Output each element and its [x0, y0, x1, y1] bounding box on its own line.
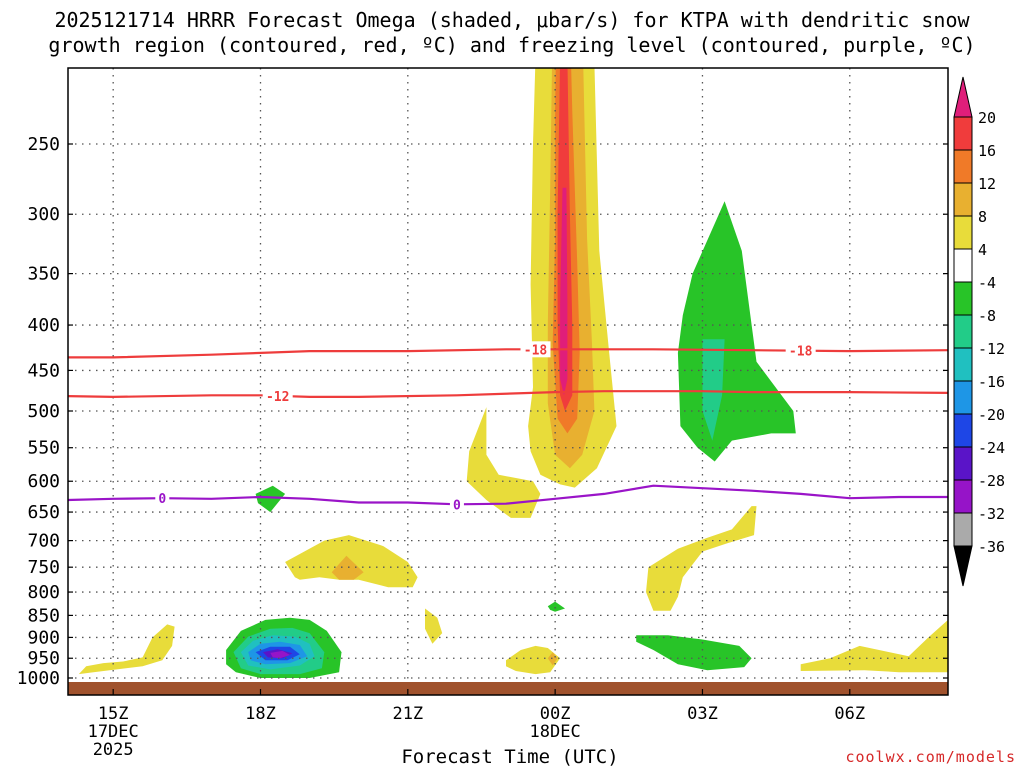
colorbar-top-arrow — [953, 76, 973, 118]
omega-region-9 — [702, 339, 725, 441]
dendritic-contour-minus12-line — [68, 390, 948, 399]
colorbar-label-13: -36 — [978, 538, 1005, 556]
colorbar-label-5: -4 — [978, 274, 996, 292]
omega-region-11 — [331, 555, 364, 580]
y-tick-label-250: 250 — [27, 134, 60, 155]
colorbar-label-1: 16 — [978, 142, 996, 160]
colorbar-box-5 — [953, 281, 973, 316]
x-tick-date-00Z: 18DEC — [530, 722, 581, 742]
omega-region-12 — [425, 608, 443, 644]
omega-region-14 — [646, 506, 757, 611]
y-tick-label-1000: 1000 — [17, 668, 60, 689]
y-tick-label-800: 800 — [27, 582, 60, 603]
colorbar-label-10: -24 — [978, 439, 1005, 457]
dendritic-contour-minus12: -12 — [68, 387, 948, 405]
y-axis: 2503003504004505005506006507007508008509… — [17, 134, 948, 689]
x-tick-label-18Z: 18Z — [245, 704, 276, 724]
y-tick-label-400: 400 — [27, 315, 60, 336]
x-tick-year-15Z: 2025 — [93, 740, 134, 760]
omega-region-18 — [506, 645, 561, 675]
colorbar-box-1 — [953, 149, 973, 184]
y-tick-label-700: 700 — [27, 531, 60, 552]
colorbar-label-0: 20 — [978, 109, 996, 127]
omega-region-15 — [636, 635, 752, 671]
chart-title-line1: 2025121714 HRRR Forecast Omega (shaded, … — [54, 8, 970, 32]
y-tick-label-850: 850 — [27, 605, 60, 626]
colorbar-bottom-arrow — [953, 545, 973, 587]
y-tick-label-550: 550 — [27, 438, 60, 459]
chart-title: 2025121714 HRRR Forecast Omega (shaded, … — [0, 8, 1024, 58]
colorbar-box-0 — [953, 116, 973, 151]
y-tick-label-650: 650 — [27, 502, 60, 523]
plot-frame — [67, 67, 949, 696]
x-tick-label-03Z: 03Z — [687, 704, 718, 724]
omega-shading — [78, 68, 948, 678]
colorbar-label-6: -8 — [978, 307, 996, 325]
omega-region-8 — [255, 485, 286, 513]
y-tick-label-950: 950 — [27, 648, 60, 669]
omega-region-1 — [466, 407, 541, 518]
x-tick-label-00Z: 00Z — [540, 704, 571, 724]
colorbar-box-4 — [953, 248, 973, 283]
ground-strip — [68, 682, 948, 695]
credit-text: coolwx.com/models — [845, 748, 1016, 766]
omega-region-5 — [560, 187, 568, 396]
dendritic-contour-minus18-label-bg-1 — [785, 342, 816, 359]
colorbar-label-2: 12 — [978, 175, 996, 193]
x-axis-label: Forecast Time (UTC) — [401, 746, 619, 768]
colorbar-box-11 — [953, 479, 973, 514]
y-tick-label-750: 750 — [27, 557, 60, 578]
colorbar-label-8: -16 — [978, 373, 1005, 391]
colorbar-box-6 — [953, 314, 973, 349]
chart-title-line2: growth region (contoured, red, ºC) and f… — [48, 33, 976, 57]
freezing-level-contour-label-bg-0 — [155, 490, 170, 507]
x-tick-label-06Z: 06Z — [834, 704, 865, 724]
y-tick-label-300: 300 — [27, 204, 60, 225]
colorbar-label-11: -28 — [978, 472, 1005, 490]
colorbar-box-10 — [953, 446, 973, 481]
omega-region-26 — [270, 650, 290, 659]
y-tick-label-350: 350 — [27, 264, 60, 285]
freezing-level-contour-label-bg-1 — [449, 496, 464, 513]
colorbar-label-9: -20 — [978, 406, 1005, 424]
colorbar-label-7: -12 — [978, 340, 1005, 358]
y-tick-label-900: 900 — [27, 627, 60, 648]
colorbar-box-7 — [953, 347, 973, 382]
dendritic-contour-minus18: -18 -18 — [68, 341, 948, 360]
colorbar-box-8 — [953, 380, 973, 415]
x-tick-date-15Z: 17DEC — [88, 722, 139, 742]
omega-region-16 — [800, 619, 948, 673]
dendritic-contour-minus18-line — [68, 348, 948, 359]
x-tick-label-21Z: 21Z — [392, 704, 423, 724]
plot-background — [68, 68, 948, 695]
colorbar-box-9 — [953, 413, 973, 448]
dendritic-contour-minus18-label-1: -18 — [789, 345, 813, 360]
omega-region-17 — [78, 624, 175, 675]
omega-region-13 — [547, 601, 565, 612]
dendritic-contour-minus12-label-0: -12 — [266, 390, 289, 405]
colorbar-label-3: 8 — [978, 208, 987, 226]
y-tick-label-600: 600 — [27, 471, 60, 492]
colorbar-box-2 — [953, 182, 973, 217]
dendritic-contour-minus12-label-bg-0 — [262, 387, 293, 404]
y-tick-label-450: 450 — [27, 360, 60, 381]
colorbar-label-4: 4 — [978, 241, 987, 259]
omega-region-19 — [547, 652, 558, 666]
colorbar: 20 16 12 8 4 -4 -8 -12 -16 -20 -24 -28 -32 -36 — [953, 76, 1005, 587]
dendritic-contour-minus18-label-bg-0 — [520, 341, 551, 358]
colorbar-label-12: -32 — [978, 505, 1005, 523]
freezing-level-contour-label-0: 0 — [158, 492, 166, 507]
dendritic-contour-minus18-label-0: -18 — [524, 343, 548, 358]
x-tick-label-15Z: 15Z — [98, 704, 129, 724]
freezing-level-contour-label-1: 0 — [453, 498, 461, 513]
colorbar-box-12 — [953, 512, 973, 547]
colorbar-box-3 — [953, 215, 973, 250]
freezing-level-contour-line — [68, 484, 948, 506]
y-tick-label-500: 500 — [27, 401, 60, 422]
